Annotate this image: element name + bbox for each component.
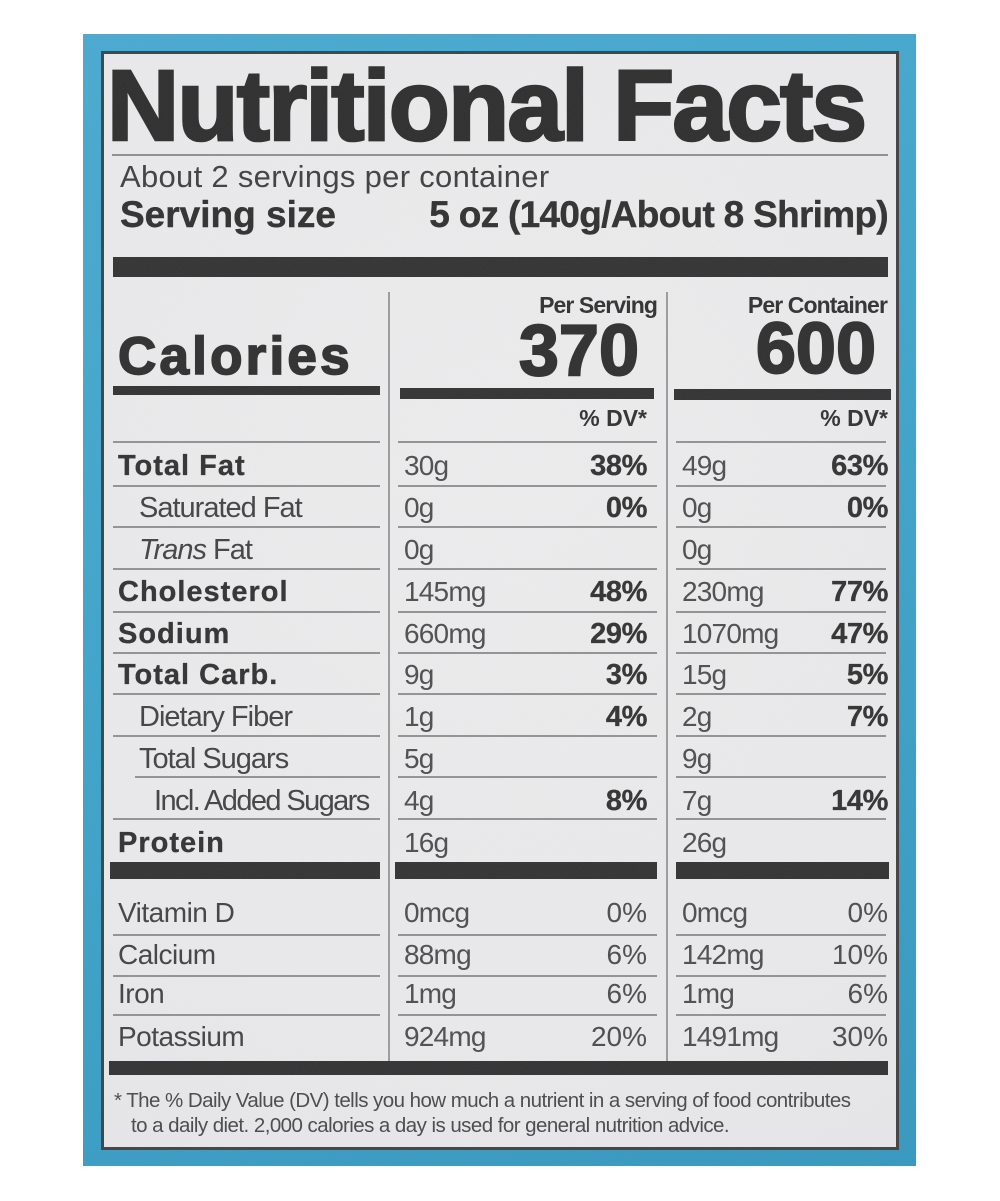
serving-amount: 5g — [404, 743, 434, 774]
serving-dv: 0% — [605, 492, 648, 524]
serving-dv: 6% — [606, 978, 647, 1009]
nutrient-name: Incl. Added Sugars — [154, 785, 370, 817]
nutrition-facts-label: Nutritional Facts About 2 servings per c… — [101, 51, 899, 1150]
row-rule — [676, 568, 886, 570]
vitamin-name: Iron — [118, 978, 165, 1009]
row-rule — [113, 1014, 380, 1016]
serving-size-row: Serving size 5 oz (140g/About 8 Shrimp) — [120, 194, 889, 235]
thick-separator-mid-left — [110, 862, 380, 879]
row-rule — [676, 735, 886, 737]
column-divider-2 — [666, 292, 668, 1061]
nutrient-name: Protein — [118, 827, 225, 859]
row-rule — [676, 818, 886, 820]
row-rule — [398, 526, 657, 528]
container-amount: 0g — [682, 534, 712, 565]
container-dv: 0% — [847, 897, 888, 928]
row-rule — [398, 693, 657, 695]
container-amount: 26g — [682, 827, 727, 858]
row-rule — [676, 526, 886, 528]
row-rule — [113, 568, 380, 570]
container-dv: 0% — [846, 492, 889, 524]
container-dv: 63% — [831, 450, 889, 482]
row-rule — [398, 441, 657, 443]
footnote-line-2: to a daily diet. 2,000 calories a day is… — [131, 1114, 730, 1137]
container-dv: 14% — [831, 785, 889, 817]
dv-header-container: % DV* — [820, 405, 888, 431]
container-dv: 77% — [831, 576, 889, 608]
row-rule — [398, 568, 657, 570]
calories-underline-serving — [400, 388, 654, 399]
row-rule — [676, 441, 886, 443]
serving-dv: 38% — [590, 450, 648, 482]
row-rule — [113, 818, 380, 820]
thick-separator-top — [113, 257, 888, 277]
row-rule — [113, 735, 380, 737]
vitamin-name: Potassium — [118, 1021, 245, 1052]
nutrient-name-rest: Fat — [205, 534, 253, 566]
nutrient-name-italic: Trans — [139, 534, 207, 566]
container-dv: 10% — [831, 939, 888, 970]
servings-per-container: About 2 servings per container — [120, 159, 550, 194]
container-dv: 30% — [831, 1021, 888, 1052]
nutrient-name: Total Sugars — [139, 743, 289, 775]
serving-dv: 4% — [605, 701, 648, 733]
row-rule — [113, 526, 380, 528]
nutrient-name: Saturated Fat — [139, 492, 303, 524]
row-rule — [398, 1014, 657, 1016]
nutrient-name: Total Carb. — [118, 659, 279, 691]
container-dv: 7% — [846, 701, 889, 733]
calories-label: Calories — [117, 327, 353, 386]
vitamin-name: Vitamin D — [118, 897, 235, 928]
container-amount: 9g — [682, 743, 712, 774]
row-rule — [113, 441, 380, 443]
thick-separator-mid-container — [676, 862, 889, 879]
dv-header-serving: % DV* — [579, 405, 647, 431]
serving-amount: 16g — [404, 827, 449, 858]
label-title: Nutritional Facts — [106, 50, 869, 162]
row-rule — [676, 1014, 886, 1016]
row-rule — [398, 735, 657, 737]
serving-size-label: Serving size — [120, 194, 336, 235]
nutrient-name: Total Fat — [118, 450, 246, 482]
footnote-line-1: * The % Daily Value (DV) tells you how m… — [114, 1089, 851, 1112]
serving-dv: 20% — [590, 1021, 647, 1052]
serving-dv: 6% — [606, 939, 647, 970]
row-rule — [676, 693, 886, 695]
row-rule — [135, 776, 380, 778]
container-dv: 6% — [847, 978, 888, 1009]
nutrient-name: Sodium — [118, 618, 231, 650]
row-rule — [398, 818, 657, 820]
row-rule — [398, 776, 657, 778]
container-dv: 5% — [846, 659, 889, 691]
calories-per-container: 600 — [755, 309, 877, 389]
nutrient-name: Trans Fat — [139, 529, 253, 571]
serving-size-value: 5 oz (140g/About 8 Shrimp) — [429, 194, 889, 235]
container-dv: 47% — [831, 618, 889, 650]
vitamin-name: Calcium — [118, 939, 216, 970]
title-divider-rule — [112, 154, 888, 156]
serving-dv: 48% — [590, 576, 648, 608]
serving-dv: 0% — [606, 897, 647, 928]
thick-separator-bottom — [109, 1061, 888, 1075]
row-rule — [113, 693, 380, 695]
serving-dv: 29% — [590, 618, 648, 650]
calories-per-serving: 370 — [518, 311, 640, 391]
thick-separator-mid-serving — [395, 862, 657, 879]
nutrient-name: Cholesterol — [118, 576, 289, 608]
calories-underline-left — [113, 386, 380, 395]
blue-package-frame: Nutritional Facts About 2 servings per c… — [83, 34, 916, 1166]
serving-dv: 8% — [605, 785, 648, 817]
serving-dv: 3% — [605, 659, 648, 691]
nutrient-name: Dietary Fiber — [139, 701, 293, 733]
row-rule — [676, 776, 886, 778]
column-divider-1 — [388, 292, 390, 1061]
calories-underline-container — [674, 389, 891, 400]
serving-amount: 0g — [404, 534, 434, 565]
